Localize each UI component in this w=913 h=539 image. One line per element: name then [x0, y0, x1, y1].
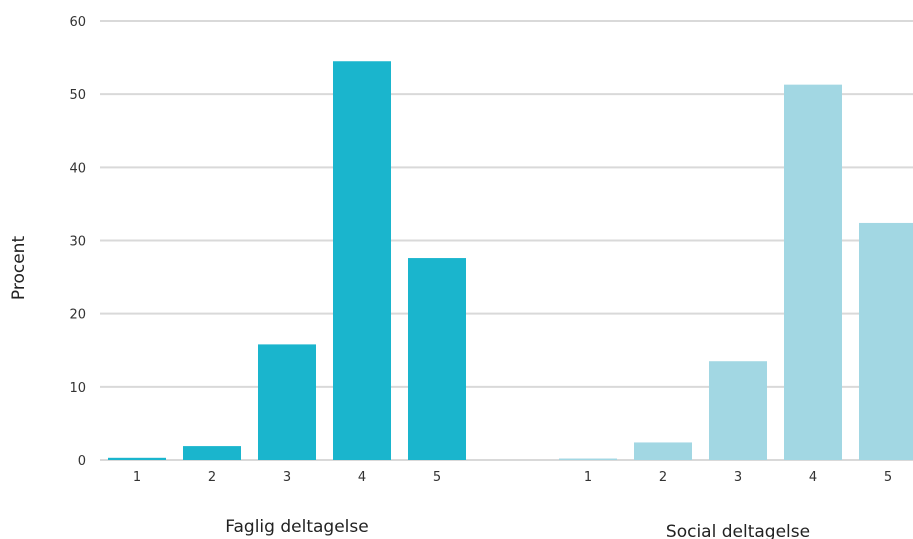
- group-label: Social deltagelse: [666, 522, 810, 539]
- group-label: Faglig deltagelse: [225, 517, 368, 537]
- bar: [859, 222, 913, 460]
- y-tick-label: 60: [69, 15, 86, 30]
- y-tick-label: 30: [69, 235, 86, 250]
- x-tick-label: 4: [809, 470, 817, 485]
- y-tick-label: 50: [69, 88, 86, 103]
- x-axis-ticks: 1 2 3 4 5 1 2 3 4 5: [133, 470, 892, 485]
- bar: [258, 344, 316, 460]
- bar: [333, 61, 391, 460]
- bar: [634, 442, 692, 460]
- bars: [108, 61, 913, 460]
- y-tick-label: 40: [69, 161, 86, 176]
- bar: [559, 458, 617, 460]
- bar: [408, 258, 466, 460]
- bar: [709, 361, 767, 460]
- x-tick-label: 2: [659, 470, 667, 485]
- bar: [183, 446, 241, 460]
- y-tick-label: 10: [69, 381, 86, 396]
- bar: [108, 457, 166, 460]
- x-tick-label: 1: [133, 470, 141, 485]
- x-tick-label: 4: [358, 470, 366, 485]
- gridlines: [100, 20, 913, 461]
- y-axis-label: Procent: [9, 236, 29, 301]
- x-tick-label: 5: [884, 470, 892, 485]
- x-tick-label: 5: [433, 470, 441, 485]
- group-labels: Faglig deltagelse Social deltagelse: [225, 517, 810, 539]
- x-tick-label: 1: [584, 470, 592, 485]
- bar: [784, 84, 842, 460]
- y-tick-label: 0: [78, 454, 86, 469]
- x-tick-label: 3: [734, 470, 742, 485]
- x-tick-label: 2: [208, 470, 216, 485]
- y-tick-label: 20: [69, 308, 86, 323]
- x-tick-label: 3: [283, 470, 291, 485]
- y-axis-ticks: 0 10 20 30 40 50 60: [69, 15, 86, 469]
